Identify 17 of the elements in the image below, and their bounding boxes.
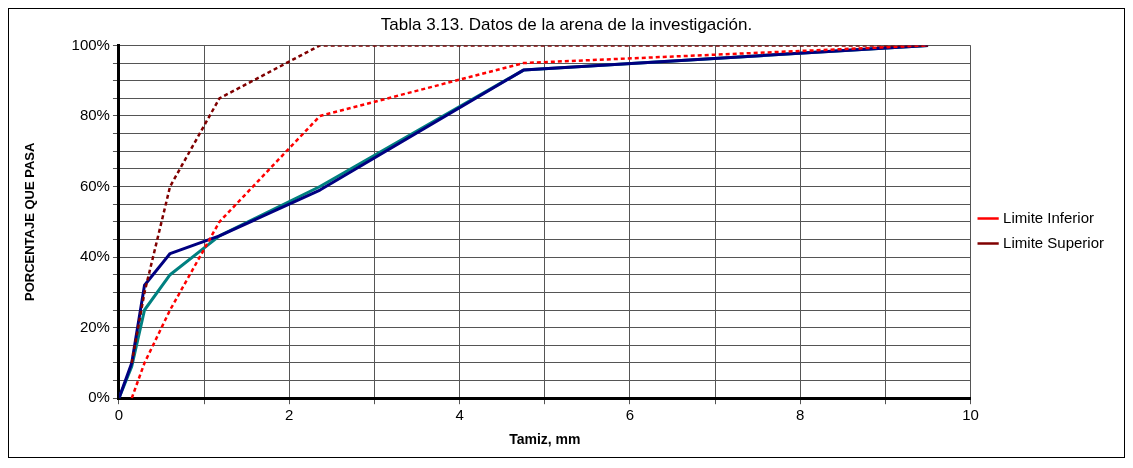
y-tick-label: 80% <box>79 106 110 124</box>
y-tick-label: 20% <box>79 317 110 335</box>
y-tick-label: 40% <box>79 247 110 265</box>
x-tick-label: 6 <box>625 406 635 424</box>
x-tick-label: 2 <box>285 406 294 424</box>
x-axis-title: Tamiz, mm <box>509 431 581 448</box>
y-tick-label: 60% <box>79 176 110 194</box>
legend-label: Limite Inferior <box>1003 208 1094 226</box>
y-tick-label: 0% <box>88 388 110 406</box>
x-tick-label: 8 <box>796 406 805 424</box>
y-axis-title: PORCENTAJE QUE PASA <box>22 141 38 302</box>
legend-label: Limite Superior <box>1003 233 1105 251</box>
x-tick-label: 0 <box>114 406 124 424</box>
y-tick-label: 100% <box>71 35 110 53</box>
chart-title: Tabla 3.13. Datos de la arena de la investigación. <box>380 14 753 34</box>
x-tick-label: 4 <box>455 406 464 424</box>
x-tick-label: 10 <box>962 406 979 424</box>
